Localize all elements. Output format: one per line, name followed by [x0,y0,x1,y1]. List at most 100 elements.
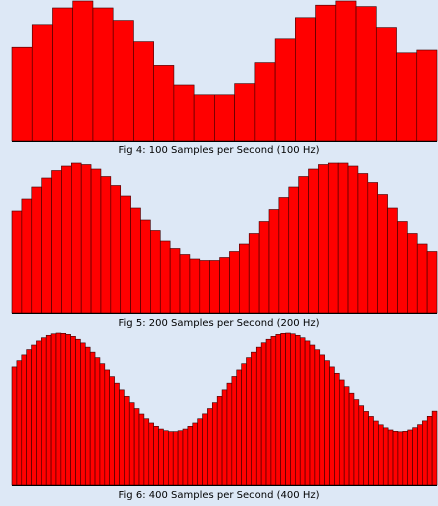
bar [305,341,310,485]
bar [12,47,32,141]
bar [100,364,105,485]
chart-panel-fig6: Fig 6: 400 Samples per Second (400 Hz) [0,332,438,506]
bar [432,411,437,485]
bar [369,416,374,485]
bar [398,432,403,485]
chart-caption-fig4: Fig 4: 100 Samples per Second (100 Hz) [0,145,438,157]
bar [388,208,398,313]
bar [417,425,422,485]
chart-caption-fig6: Fig 6: 400 Samples per Second (400 Hz) [0,490,438,502]
bar-plot-fig5 [0,162,438,314]
bar [403,431,408,485]
bar [159,429,164,485]
bar [364,411,369,485]
bar [95,358,100,485]
bar [129,403,134,485]
bar [93,8,113,141]
bar [71,163,81,313]
bar [111,186,121,314]
bar [281,333,286,485]
bar [200,261,210,314]
bar [173,432,178,485]
bar [289,187,299,313]
bar-chart-svg-fig6 [0,332,438,486]
bar [73,1,93,141]
bar [32,345,37,485]
bar [124,396,129,485]
bar [261,343,266,485]
bar [85,347,90,485]
bar [359,406,364,485]
bar [408,430,413,485]
bar [61,166,71,313]
bar [290,334,295,485]
bar [338,163,348,313]
bar [320,355,325,485]
bar [334,373,339,485]
chart-caption-fig5: Fig 5: 200 Samples per Second (200 Hz) [0,318,438,330]
bar [80,343,85,485]
bar [220,258,230,314]
bar [150,231,160,314]
bar [354,400,359,485]
bar [32,187,42,313]
bar [203,414,208,485]
bar [36,341,41,485]
bar [121,196,131,313]
bar [154,65,174,141]
bar [119,390,124,485]
bar [214,95,234,141]
bar [310,345,315,485]
bar [393,431,398,485]
bar [349,393,354,485]
bar [91,169,101,313]
bar [249,234,259,314]
bar [42,178,52,313]
bar [413,428,418,485]
bar [279,198,289,314]
chart-panel-fig5: Fig 5: 200 Samples per Second (200 Hz) [0,162,438,332]
bar [232,376,237,485]
bar [255,63,275,141]
bar [299,177,309,314]
bar [52,171,62,314]
bar [242,364,247,485]
bar [32,25,52,141]
bar [427,416,432,485]
bar [71,336,76,485]
bar [266,339,271,485]
bar [183,429,188,485]
bar [275,39,295,141]
bar [51,334,56,485]
bar [170,249,180,314]
bar [207,409,212,485]
bar [105,370,110,485]
bar-series-fig4 [12,1,437,141]
bar [22,199,32,313]
bar [336,1,356,141]
bar [269,210,279,314]
bar-plot-fig6 [0,332,438,486]
bar [325,361,330,485]
bar [227,383,232,485]
bar [140,220,150,313]
bar [295,335,300,485]
bar [407,234,417,314]
bar [316,5,336,141]
bar [61,333,66,485]
bar [378,425,383,485]
bar [174,85,194,141]
bar [17,361,22,485]
bar [251,352,256,485]
bar [193,423,198,485]
bar [348,166,358,313]
bar [239,244,249,313]
bar [188,426,193,485]
bar [422,421,427,485]
bar [133,42,153,141]
bar [154,426,159,485]
bar [383,428,388,485]
bar [210,261,220,314]
bar [295,18,315,141]
bar [194,95,214,141]
